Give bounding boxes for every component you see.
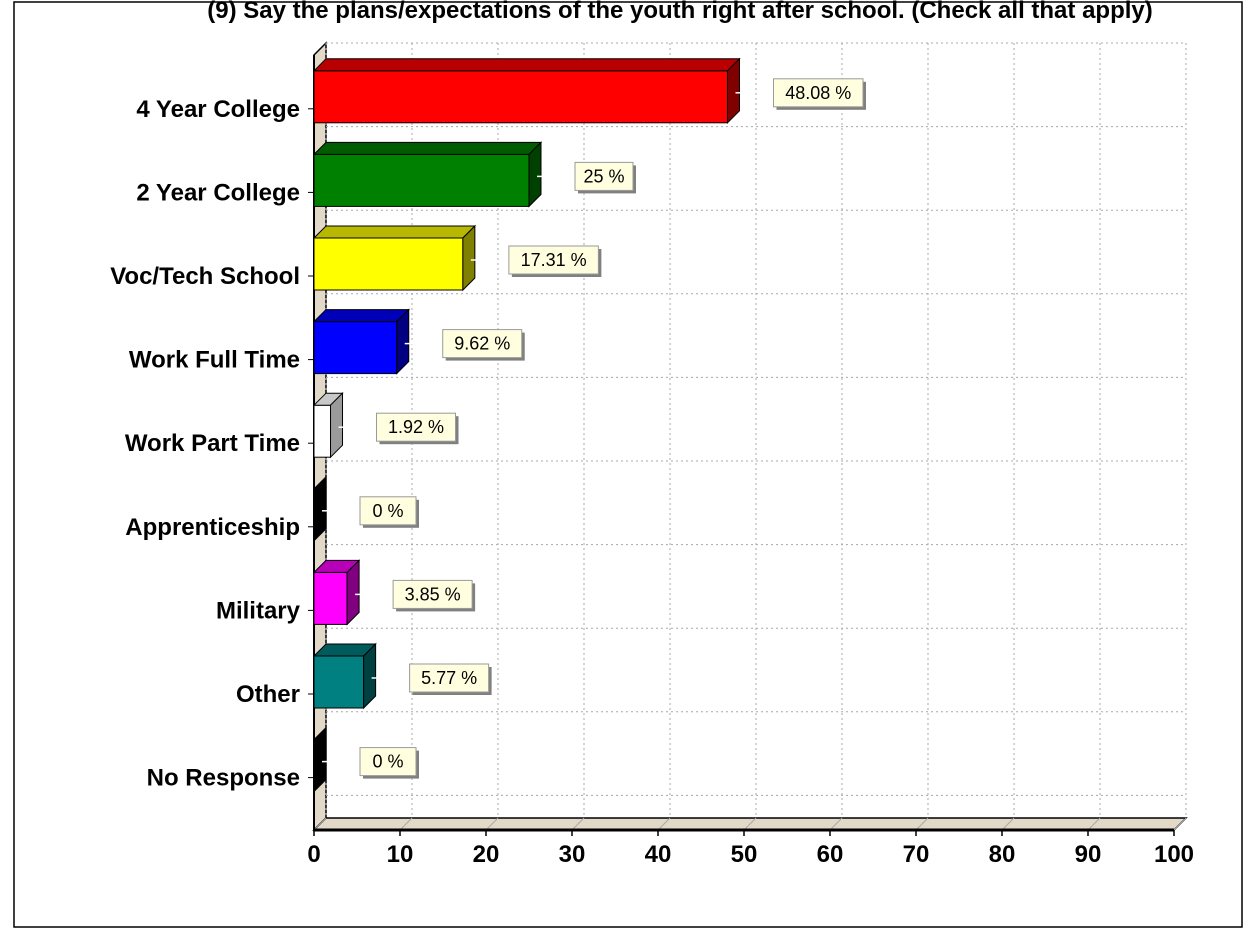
data-label-text: 48.08 % bbox=[785, 83, 851, 103]
grid-line-floor bbox=[829, 817, 843, 831]
bar-front bbox=[313, 70, 728, 124]
x-tick-label: 60 bbox=[817, 841, 844, 868]
bar bbox=[312, 391, 344, 459]
data-label-box bbox=[359, 747, 417, 777]
tick-labels: 0 10 20 30 40 50 60 70 80 90 100 bbox=[307, 841, 1194, 868]
bar-top bbox=[312, 225, 477, 239]
data-label-box bbox=[409, 663, 490, 693]
data-label-box bbox=[508, 245, 599, 275]
grid-line-floor bbox=[1001, 817, 1015, 831]
data-label-text: 17.31 % bbox=[521, 250, 587, 270]
bar bbox=[312, 57, 741, 125]
bar-front bbox=[313, 655, 365, 709]
data-label: 25 % bbox=[537, 161, 636, 194]
bar-front bbox=[313, 404, 332, 458]
category-label: Work Part Time bbox=[125, 430, 300, 457]
category-labels: 4 Year College 2 Year College Voc/Tech Sch… bbox=[110, 96, 300, 792]
data-label-text: 1.92 % bbox=[388, 417, 444, 437]
grid-line-floor bbox=[571, 817, 585, 831]
data-label-text: 25 % bbox=[583, 166, 624, 186]
data-label: 1.92 % bbox=[338, 412, 459, 445]
grid-line-floor bbox=[485, 817, 499, 831]
data-label-box bbox=[574, 161, 634, 191]
bars bbox=[312, 57, 741, 793]
data-label-text: 3.85 % bbox=[405, 584, 461, 604]
category-label: No Response bbox=[147, 765, 300, 792]
grid-line-floor bbox=[657, 817, 671, 831]
bar-front bbox=[313, 153, 530, 207]
data-label-box bbox=[442, 329, 523, 359]
bar-front bbox=[313, 321, 398, 375]
bar bbox=[313, 475, 327, 543]
category-label: Voc/Tech School bbox=[110, 263, 300, 290]
data-label-text: 5.77 % bbox=[421, 668, 477, 688]
x-tick-label: 0 bbox=[307, 841, 320, 868]
bar-side bbox=[528, 141, 542, 208]
data-label: 48.08 % bbox=[735, 78, 866, 110]
grid-line-floor bbox=[743, 817, 757, 831]
bar bbox=[312, 141, 543, 208]
grid-line-floor bbox=[1087, 817, 1101, 831]
x-tick-label: 90 bbox=[1075, 841, 1102, 868]
chart-title: (9) Say the plans/expectations of the yo… bbox=[207, 0, 1153, 24]
bar-side bbox=[346, 559, 360, 626]
chart-border bbox=[13, 1, 1243, 928]
data-label: 0 % bbox=[322, 496, 419, 528]
x-tick-label: 30 bbox=[559, 841, 586, 868]
grid-line-floor bbox=[915, 817, 929, 831]
x-tick-label: 10 bbox=[387, 841, 414, 868]
data-label: 17.31 % bbox=[470, 245, 602, 277]
bar-side bbox=[726, 57, 740, 125]
data-label-box bbox=[376, 412, 457, 442]
bar bbox=[312, 559, 361, 626]
category-label: Apprenticeship bbox=[125, 514, 300, 541]
data-label-box bbox=[772, 78, 864, 108]
x-tick-label: 40 bbox=[645, 841, 672, 868]
x-tick-label: 20 bbox=[473, 841, 500, 868]
bar-top bbox=[312, 58, 741, 72]
x-tick-label: 80 bbox=[989, 841, 1016, 868]
bar-side bbox=[330, 391, 344, 459]
bar-top bbox=[312, 309, 410, 323]
data-labels: 48.08 % 25 % 17.31 % 9.62 % 1.92 % 0 % 3.85 % 5… bbox=[322, 78, 866, 779]
data-label: 5.77 % bbox=[371, 663, 492, 695]
category-label: 2 Year College bbox=[136, 179, 300, 206]
grid-line-floor bbox=[313, 817, 327, 831]
category-label: 4 Year College bbox=[136, 96, 300, 123]
bar-top bbox=[312, 141, 543, 155]
data-label-box bbox=[392, 579, 473, 609]
category-label: Military bbox=[216, 597, 301, 624]
data-label: 9.62 % bbox=[404, 329, 525, 361]
category-label: Other bbox=[236, 681, 300, 708]
grid-line-floor bbox=[399, 817, 413, 831]
bar-side bbox=[363, 642, 377, 710]
bar-side bbox=[462, 224, 476, 292]
bar-side bbox=[313, 726, 327, 793]
grid-line-floor bbox=[1173, 817, 1187, 831]
bar bbox=[312, 642, 377, 710]
x-tick-label: 70 bbox=[903, 841, 930, 868]
data-label-text: 0 % bbox=[372, 501, 403, 521]
data-label: 3.85 % bbox=[355, 579, 476, 612]
x-tick-label: 100 bbox=[1154, 841, 1194, 868]
data-label-text: 0 % bbox=[372, 752, 403, 772]
bar-front bbox=[313, 237, 464, 291]
bar-front bbox=[313, 571, 348, 625]
x-tick-label: 50 bbox=[731, 841, 758, 868]
bar-side bbox=[396, 308, 410, 375]
bar bbox=[312, 308, 410, 375]
data-label-box bbox=[359, 496, 417, 526]
data-label: 0 % bbox=[322, 747, 419, 779]
data-label-text: 9.62 % bbox=[454, 334, 510, 354]
bar-side bbox=[313, 475, 327, 543]
bar bbox=[313, 726, 327, 793]
category-label: Work Full Time bbox=[129, 347, 300, 374]
bar bbox=[312, 224, 477, 292]
